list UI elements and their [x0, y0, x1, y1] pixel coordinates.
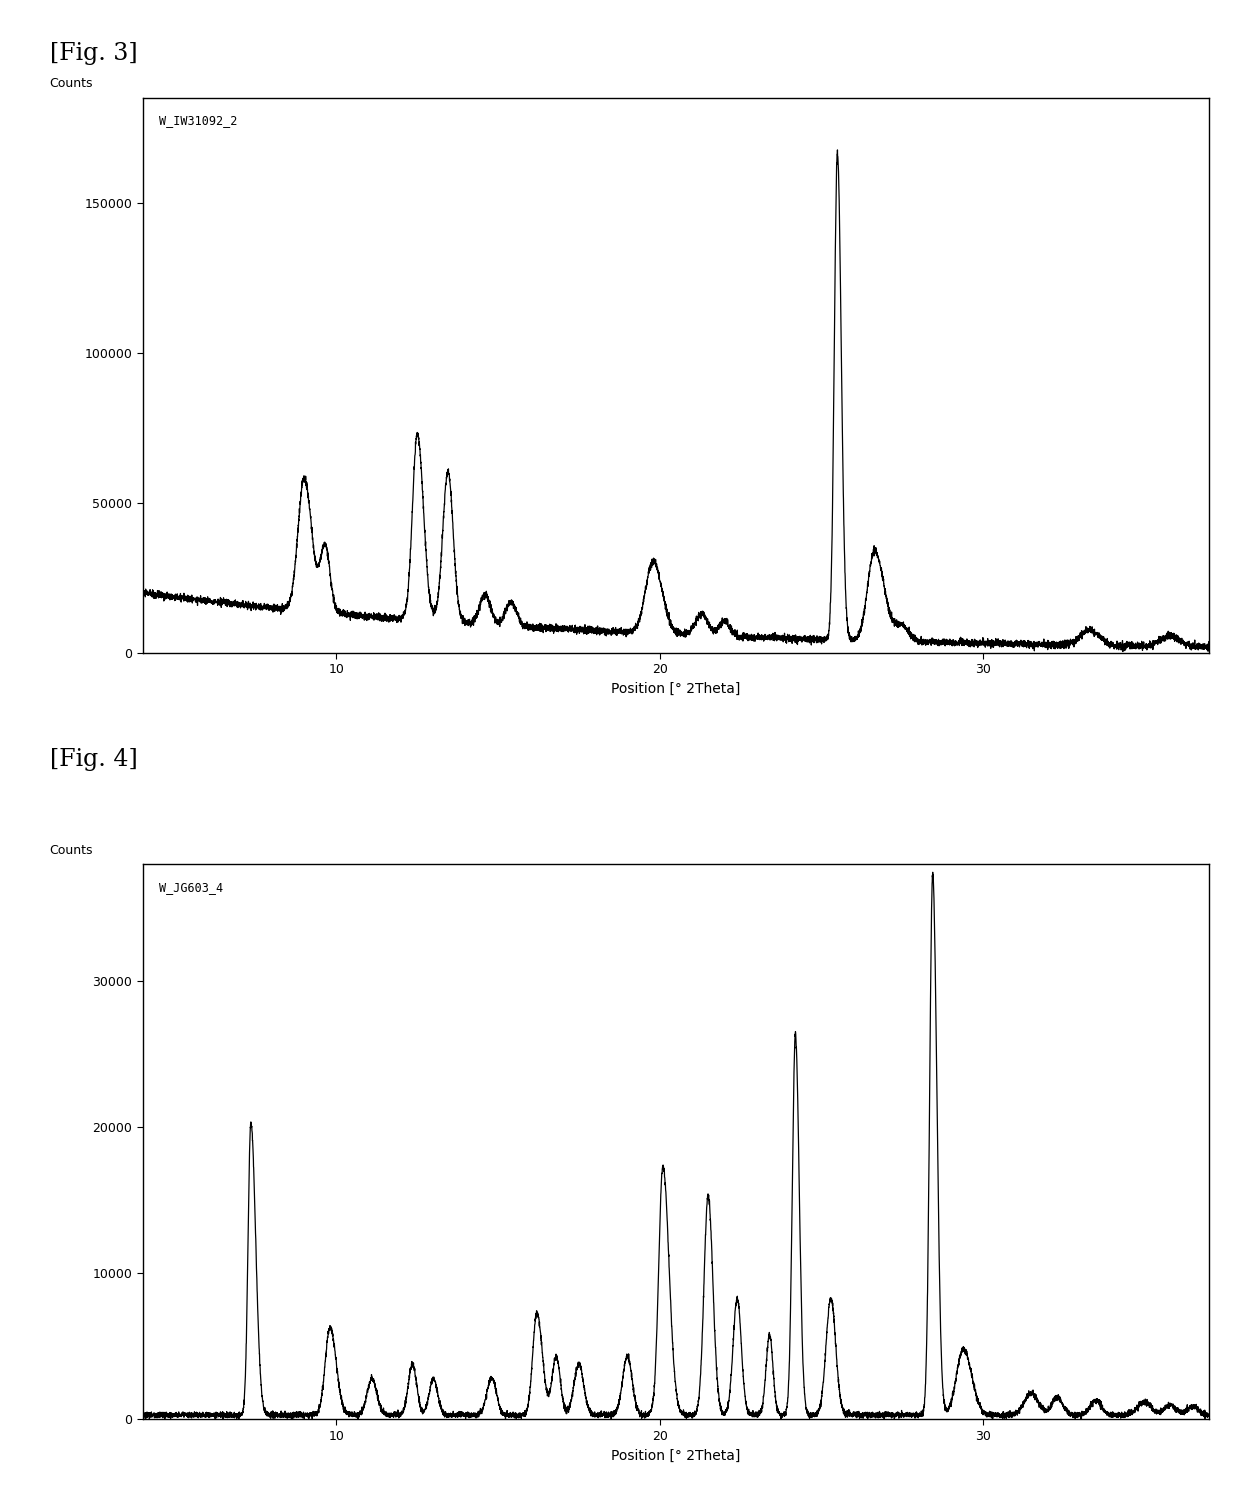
- X-axis label: Position [° 2Theta]: Position [° 2Theta]: [611, 1448, 740, 1463]
- Text: W_IW31092_2: W_IW31092_2: [159, 114, 237, 128]
- Text: Counts: Counts: [50, 844, 93, 856]
- Text: [Fig. 4]: [Fig. 4]: [50, 748, 138, 771]
- X-axis label: Position [° 2Theta]: Position [° 2Theta]: [611, 682, 740, 695]
- Text: [Fig. 3]: [Fig. 3]: [50, 42, 138, 65]
- Text: W_JG603_4: W_JG603_4: [159, 880, 223, 894]
- Text: Counts: Counts: [50, 77, 93, 90]
